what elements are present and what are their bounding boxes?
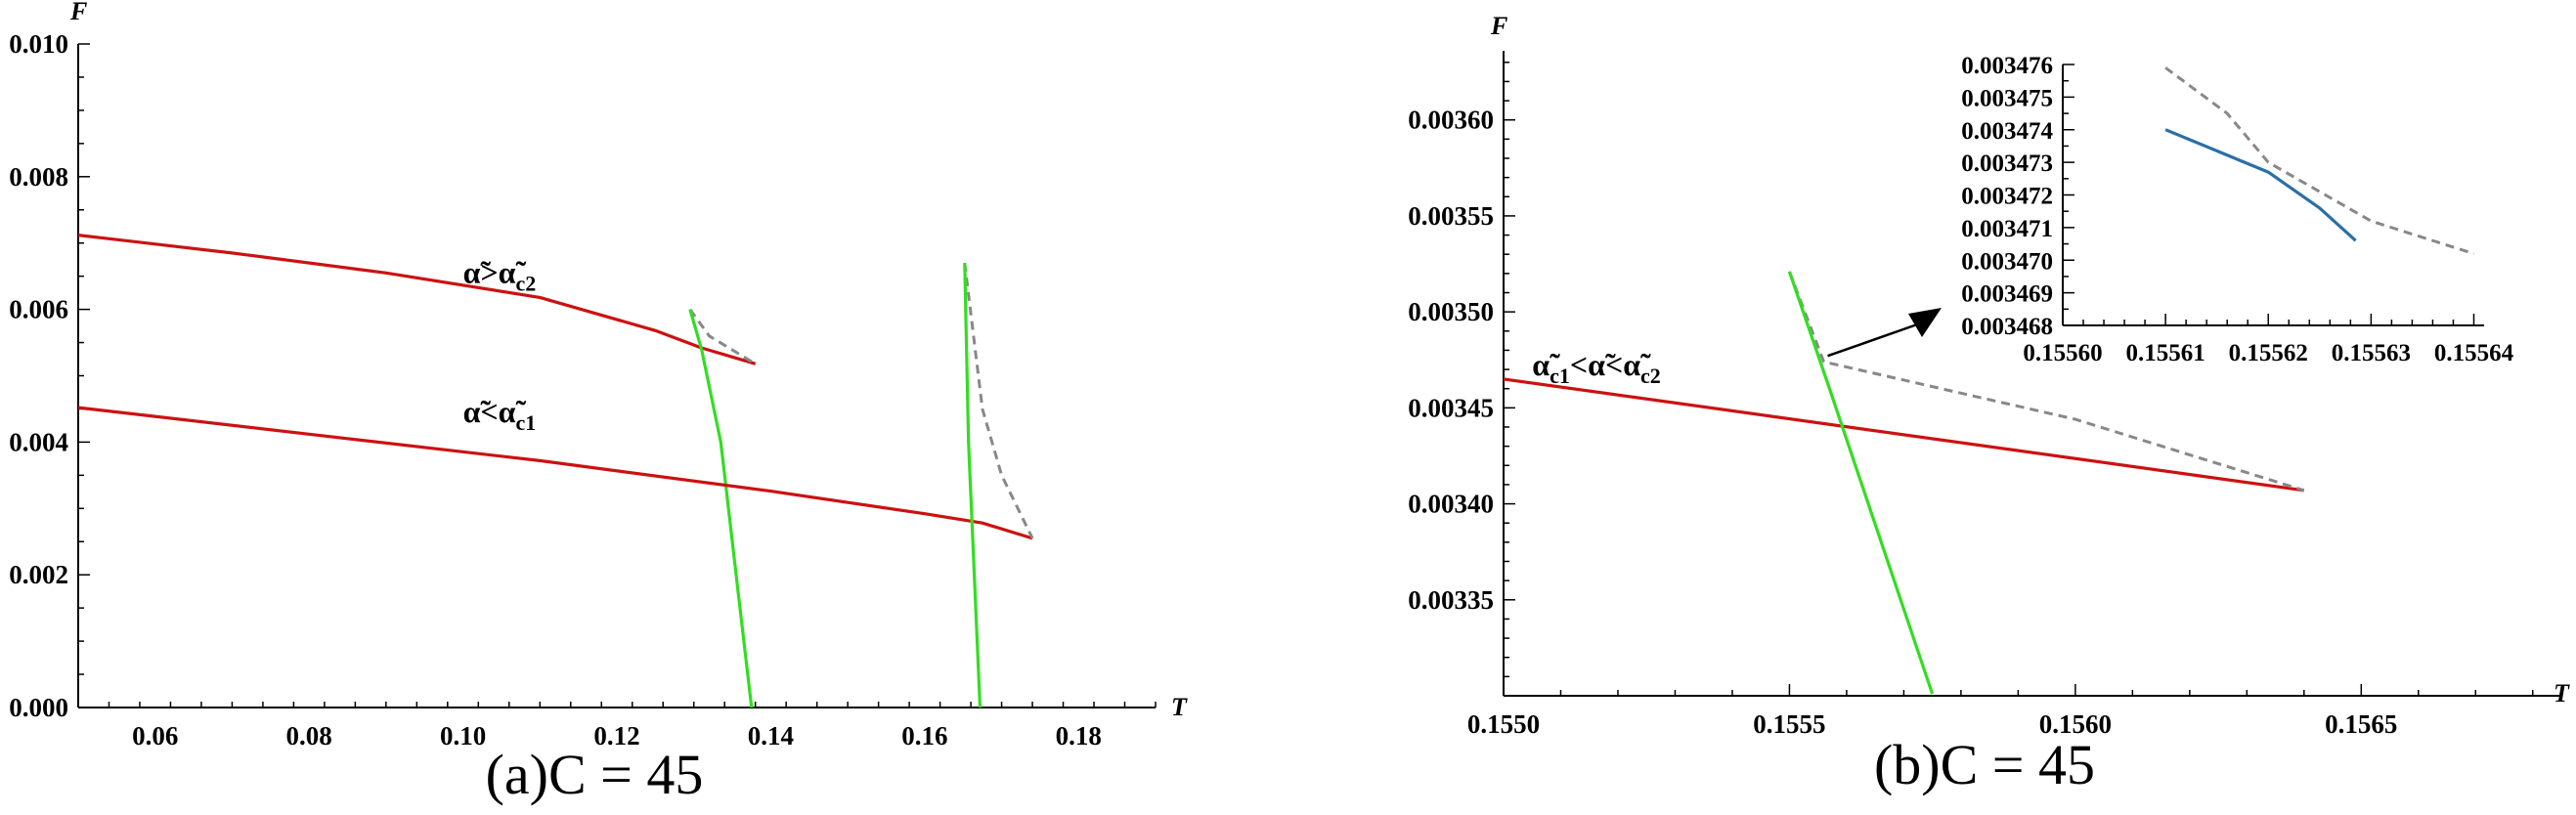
y-tick-label: 0.008 xyxy=(9,162,68,192)
y-tick-label: 0.00350 xyxy=(1408,297,1494,326)
x-tick-label: 0.12 xyxy=(593,721,639,751)
x-axis-name: T xyxy=(1171,693,1188,721)
label-alpha-lt-c1: α̃<α̃c1 xyxy=(463,394,537,435)
x-tick-label: 0.14 xyxy=(748,721,794,751)
series-line xyxy=(77,234,757,365)
y-tick-label: 0.010 xyxy=(9,29,68,59)
series-line xyxy=(1787,271,1935,695)
series-line xyxy=(77,406,1033,540)
y-tick-label: 0.003468 xyxy=(1961,314,2053,340)
label-sub: c1 xyxy=(516,410,537,435)
x-tick-label: 0.15560 xyxy=(2023,340,2102,366)
panel-b-inset: 0.15560 0.15561 0.15562 0.15563 0.15564 0.003… xyxy=(1961,53,2513,366)
x-tick-label: 0.1565 xyxy=(2325,709,2397,739)
x-tick-label: 0.15562 xyxy=(2229,340,2308,366)
label-main: <α̃<α̃ xyxy=(1570,347,1651,382)
y-tick-label: 0.00335 xyxy=(1408,585,1494,615)
series-line xyxy=(1787,271,2305,493)
x-tick-label: 0.15561 xyxy=(2125,340,2205,366)
y-tick-label: 0.004 xyxy=(9,427,68,456)
zoom-arrow-shaft xyxy=(1827,322,1921,358)
y-tick-label: 0.00360 xyxy=(1408,106,1494,135)
y-axis-name: F xyxy=(1490,12,1507,40)
series-line xyxy=(1503,377,2305,493)
y-tick-label: 0.003474 xyxy=(1961,118,2053,145)
x-tick-label: 0.08 xyxy=(286,721,332,751)
y-tick-label: 0.003473 xyxy=(1961,150,2053,177)
panel-b: 0.1550 0.1555 0.1560 0.1565 0.00335 0.00340 0.… xyxy=(1408,12,2570,796)
y-axis-name: F xyxy=(69,0,87,25)
x-tick-label: 0.1555 xyxy=(1753,709,1825,739)
x-tick-label: 0.18 xyxy=(1056,721,1102,751)
series-line xyxy=(963,262,1034,539)
y-tick-label: 0.003469 xyxy=(1961,281,2053,308)
y-tick-label: 0.003475 xyxy=(1961,85,2053,111)
label-sub: c2 xyxy=(516,271,537,295)
y-tick-label: 0.00355 xyxy=(1408,201,1494,231)
series-line xyxy=(963,263,982,708)
x-tick-label: 0.1550 xyxy=(1467,709,1540,739)
x-tick-label: 0.15563 xyxy=(2332,340,2411,366)
series-line xyxy=(2164,66,2474,256)
label-alpha-gt-c2: α̃>α̃c2 xyxy=(463,254,537,295)
series-line xyxy=(688,308,757,365)
x-tick-label: 0.06 xyxy=(132,721,178,751)
y-tick-label: 0.00345 xyxy=(1408,393,1494,422)
caption-b: (b)C = 45 xyxy=(1874,733,2095,796)
zoom-arrow-head xyxy=(1908,308,1942,337)
x-tick-label: 0.15564 xyxy=(2434,340,2514,366)
x-tick-label: 0.16 xyxy=(901,721,947,751)
series-line xyxy=(688,309,754,708)
x-tick-label: 0.1560 xyxy=(2039,709,2112,739)
y-tick-label: 0.003470 xyxy=(1961,248,2053,275)
y-tick-label: 0.002 xyxy=(9,560,68,589)
series-line xyxy=(2164,128,2357,242)
y-tick-label: 0.000 xyxy=(9,693,68,722)
caption-a: (a)C = 45 xyxy=(486,743,704,806)
label-alpha-between: α̃c1<α̃<α̃c2 xyxy=(1532,347,1661,388)
x-tick-label: 0.10 xyxy=(440,721,486,751)
x-axis-name: T xyxy=(2554,679,2570,708)
panel-a: 0.06 0.08 0.10 0.12 0.14 0.16 0.18 0.000 0.002 0.… xyxy=(9,0,1188,806)
label-sub: c2 xyxy=(1640,364,1661,388)
y-tick-label: 0.006 xyxy=(9,295,68,324)
y-tick-label: 0.003471 xyxy=(1961,216,2053,242)
label-sub: c1 xyxy=(1550,364,1570,388)
y-tick-label: 0.003476 xyxy=(1961,53,2053,79)
y-tick-label: 0.003472 xyxy=(1961,184,2053,210)
y-tick-label: 0.00340 xyxy=(1408,490,1494,519)
